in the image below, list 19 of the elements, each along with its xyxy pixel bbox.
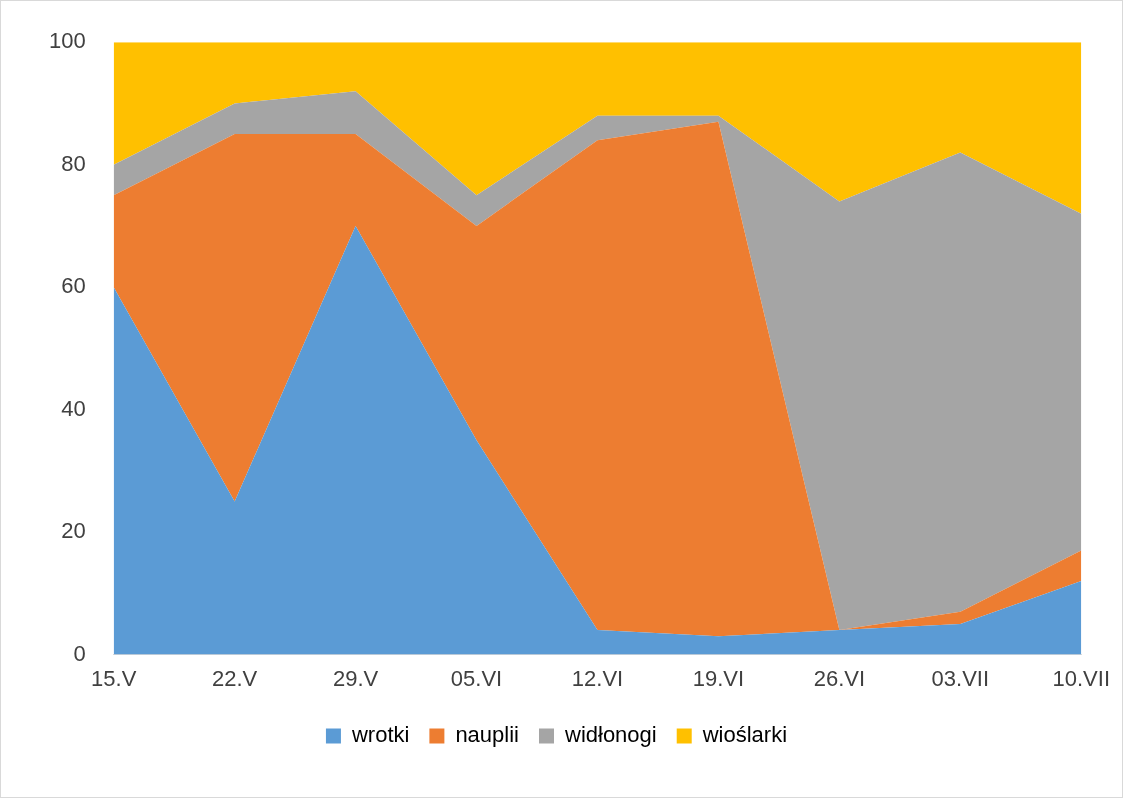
x-tick-label: 10.VII [1052,665,1110,691]
x-tick-label: 05.VI [450,665,503,691]
x-tick-label: 29.V [332,665,379,691]
legend-label: widłonogi [563,722,657,748]
y-tick-label: 80 [61,150,86,176]
x-tick-label: 03.VII [931,665,990,691]
x-tick-label: 22.V [212,665,258,691]
x-tick-label: 26.VI [813,665,866,691]
legend-label: wioślarki [701,722,788,748]
legend-label: nauplii [455,722,519,748]
y-tick-label: 20 [61,518,86,544]
legend-label: wrotki [350,722,410,748]
x-tick-label: 19.VI [692,665,745,691]
y-tick-label: 60 [61,273,86,299]
x-tick-label: 12.VI [571,665,624,691]
y-tick-label: 0 [73,640,86,666]
y-tick-label: 100 [48,28,86,54]
y-tick-label: 40 [61,395,86,421]
x-tick-label: 15.V [91,665,137,691]
